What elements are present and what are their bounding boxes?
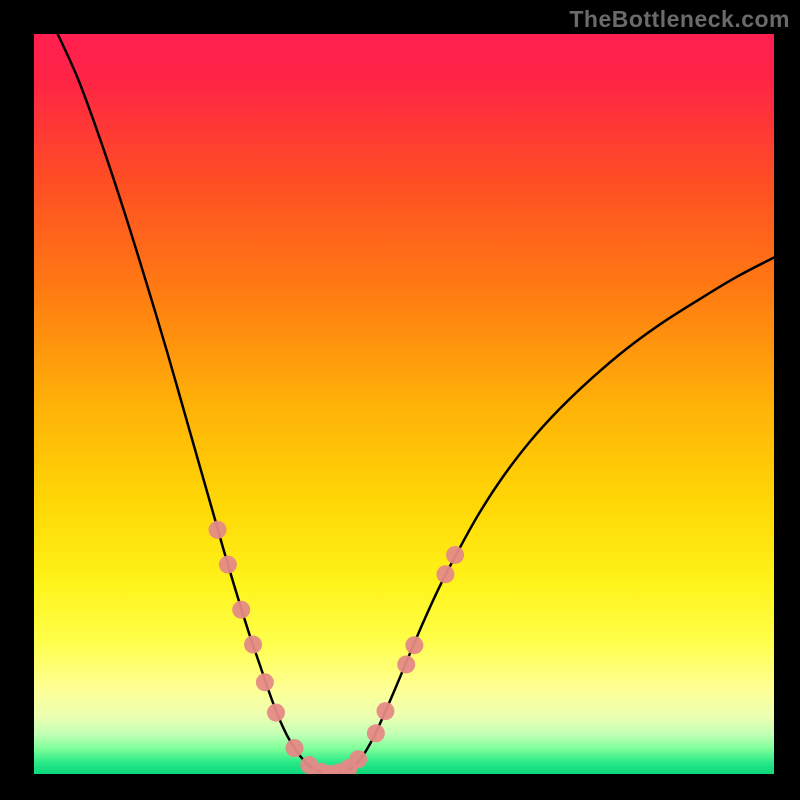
scatter-point [377,702,395,720]
scatter-point [436,565,454,583]
scatter-point [397,655,415,673]
plot-svg [34,34,774,774]
scatter-point [349,750,367,768]
scatter-point [267,704,285,722]
scatter-point [209,521,227,539]
scatter-point [405,636,423,654]
scatter-point [232,601,250,619]
scatter-point [446,546,464,564]
scatter-point [244,636,262,654]
watermark-text: TheBottleneck.com [569,6,790,33]
scatter-point [219,556,237,574]
scatter-point [367,724,385,742]
chart-frame: TheBottleneck.com [0,0,800,800]
scatter-point [285,739,303,757]
scatter-point [256,673,274,691]
plot-area [34,34,774,774]
